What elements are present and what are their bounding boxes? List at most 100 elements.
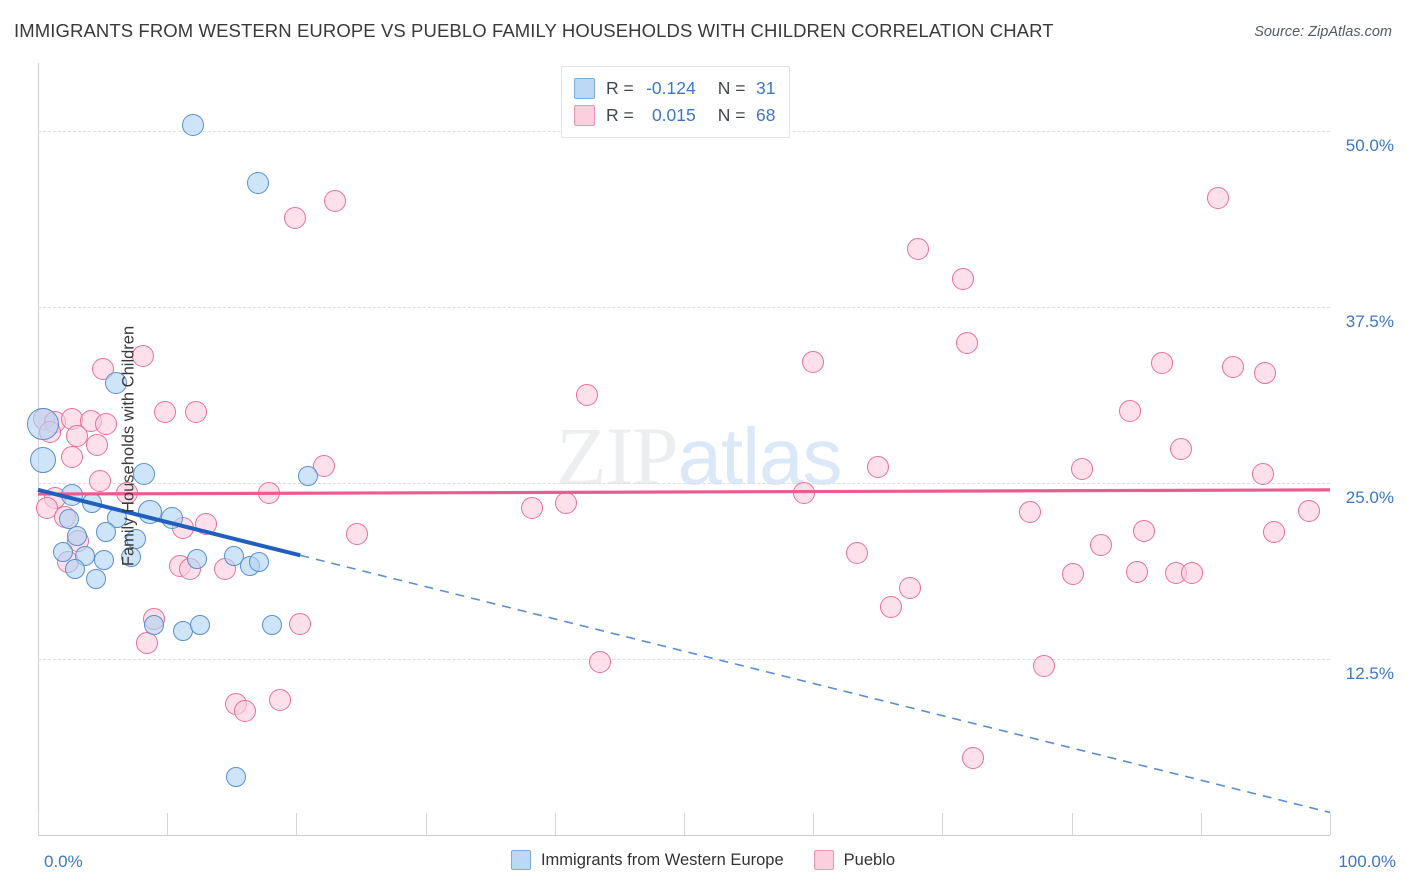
- scatter-point-pink[interactable]: [520, 497, 543, 520]
- scatter-point-pink[interactable]: [86, 433, 109, 456]
- scatter-point-blue[interactable]: [144, 615, 165, 636]
- scatter-point-pink[interactable]: [906, 237, 929, 260]
- x-tick-mark: [684, 813, 685, 835]
- scatter-point-blue[interactable]: [248, 551, 269, 572]
- x-tick-mark: [425, 813, 427, 835]
- scatter-point-pink[interactable]: [1298, 499, 1321, 522]
- stat-n-value-blue: 31: [756, 78, 776, 98]
- scatter-point-pink[interactable]: [289, 612, 312, 635]
- gridline-y: [38, 306, 1330, 308]
- scatter-point-blue[interactable]: [86, 568, 107, 589]
- scatter-point-pink[interactable]: [233, 700, 256, 723]
- scatter-point-blue[interactable]: [30, 447, 57, 474]
- scatter-point-pink[interactable]: [1132, 519, 1155, 542]
- x-tick-mark: [942, 813, 944, 835]
- x-tick-mark: [38, 813, 39, 835]
- series-legend: Immigrants from Western Europe Pueblo: [0, 850, 1406, 870]
- scatter-point-pink[interactable]: [866, 456, 889, 479]
- scatter-point-pink[interactable]: [899, 577, 922, 600]
- scatter-point-blue[interactable]: [246, 171, 269, 194]
- scatter-point-pink[interactable]: [346, 522, 369, 545]
- scatter-point-blue[interactable]: [104, 371, 127, 394]
- scatter-point-pink[interactable]: [1254, 361, 1277, 384]
- stat-r-value-blue: -0.124: [646, 78, 696, 98]
- scatter-point-pink[interactable]: [312, 454, 335, 477]
- scatter-point-pink[interactable]: [194, 512, 217, 535]
- scatter-point-pink[interactable]: [1090, 533, 1113, 556]
- scatter-point-pink[interactable]: [955, 332, 978, 355]
- scatter-point-pink[interactable]: [1118, 399, 1141, 422]
- scatter-point-pink[interactable]: [284, 206, 307, 229]
- y-tick-label: 25.0%: [1345, 487, 1394, 507]
- scatter-point-pink[interactable]: [1070, 457, 1093, 480]
- series-label-immigrants: Immigrants from Western Europe: [540, 850, 784, 869]
- legend-swatch-blue: [574, 78, 595, 99]
- scatter-point-blue[interactable]: [27, 407, 60, 440]
- scatter-point-pink[interactable]: [324, 190, 347, 213]
- scatter-point-pink[interactable]: [1251, 463, 1274, 486]
- scatter-point-blue[interactable]: [52, 541, 73, 562]
- scatter-point-pink[interactable]: [89, 470, 112, 493]
- scatter-point-blue[interactable]: [261, 615, 282, 636]
- y-tick-label: 12.5%: [1345, 663, 1394, 683]
- series-legend-item-pueblo[interactable]: Pueblo: [813, 850, 896, 870]
- scatter-point-pink[interactable]: [846, 542, 869, 565]
- scatter-point-pink[interactable]: [65, 425, 88, 448]
- scatter-point-pink[interactable]: [184, 401, 207, 424]
- scatter-point-pink[interactable]: [60, 446, 83, 469]
- scatter-point-pink[interactable]: [952, 267, 975, 290]
- scatter-point-blue[interactable]: [189, 615, 210, 636]
- scatter-point-pink[interactable]: [131, 345, 154, 368]
- scatter-point-blue[interactable]: [132, 463, 155, 486]
- scatter-point-pink[interactable]: [1263, 521, 1286, 544]
- scatter-point-pink[interactable]: [1222, 356, 1245, 379]
- series-swatch-pink: [813, 850, 834, 870]
- scatter-point-pink[interactable]: [153, 401, 176, 424]
- scatter-point-blue[interactable]: [138, 500, 163, 525]
- stat-r-value-pink: 0.015: [651, 105, 696, 125]
- page-title: IMMIGRANTS FROM WESTERN EUROPE VS PUEBLO…: [14, 20, 1054, 41]
- scatter-point-blue[interactable]: [225, 767, 246, 788]
- scatter-point-pink[interactable]: [589, 650, 612, 673]
- scatter-point-blue[interactable]: [186, 548, 207, 569]
- stat-n-label-blue: N =: [717, 78, 746, 98]
- scatter-point-blue[interactable]: [60, 484, 83, 507]
- scatter-point-pink[interactable]: [1061, 563, 1084, 586]
- y-axis-title: Family Households with Children: [119, 325, 138, 567]
- scatter-point-pink[interactable]: [268, 688, 291, 711]
- scatter-point-pink[interactable]: [1180, 561, 1203, 584]
- scatter-point-pink[interactable]: [1033, 654, 1056, 677]
- series-swatch-blue: [510, 850, 531, 870]
- scatter-point-pink[interactable]: [1019, 501, 1042, 524]
- scatter-point-blue[interactable]: [82, 492, 103, 513]
- scatter-point-pink[interactable]: [135, 632, 158, 655]
- x-axis-line: [38, 835, 1330, 836]
- scatter-point-pink[interactable]: [1151, 352, 1174, 375]
- x-tick-mark: [554, 813, 556, 835]
- x-tick-mark: [1330, 813, 1331, 835]
- series-label-pueblo: Pueblo: [843, 850, 896, 869]
- scatter-point-pink[interactable]: [258, 481, 281, 504]
- scatter-point-pink[interactable]: [1126, 560, 1149, 583]
- scatter-point-pink[interactable]: [802, 350, 825, 373]
- stat-row-blue: R = -0.124 N = 31: [574, 75, 775, 102]
- series-legend-item-immigrants[interactable]: Immigrants from Western Europe: [510, 850, 784, 870]
- scatter-point-pink[interactable]: [576, 384, 599, 407]
- scatter-point-pink[interactable]: [1170, 438, 1193, 460]
- scatter-point-blue[interactable]: [65, 558, 86, 579]
- correlation-stats-legend: R = -0.124 N = 31 R = 0.015 N = 68: [561, 66, 791, 138]
- legend-swatch-pink: [574, 105, 595, 126]
- x-axis-end-label: 100.0%: [1338, 852, 1396, 871]
- scatter-point-pink[interactable]: [793, 481, 816, 504]
- scatter-point-pink[interactable]: [555, 491, 578, 514]
- scatter-point-pink[interactable]: [879, 595, 902, 618]
- scatter-point-blue[interactable]: [66, 526, 87, 547]
- scatter-point-blue[interactable]: [96, 522, 117, 543]
- scatter-point-blue[interactable]: [93, 550, 114, 571]
- scatter-point-pink[interactable]: [1206, 187, 1229, 210]
- scatter-point-blue[interactable]: [182, 113, 205, 136]
- scatter-point-pink[interactable]: [962, 746, 985, 769]
- scatter-point-pink[interactable]: [95, 412, 118, 435]
- scatter-point-blue[interactable]: [298, 465, 319, 486]
